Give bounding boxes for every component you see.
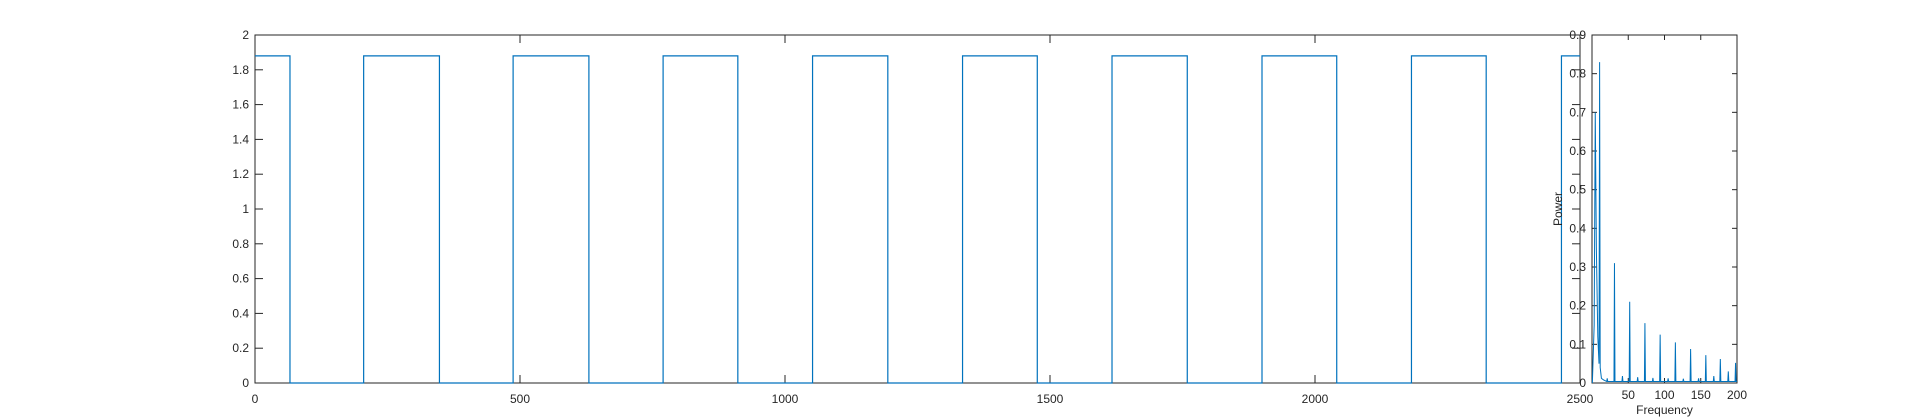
spectrum-x-tick-label: 100 [1654,388,1674,402]
spectrum-y-tick-label: 0.7 [1569,105,1586,119]
time-series-plot: 0 500 1000 1500 2000 2500 0 0.2 0.4 0.6 0.8 1 1.2 1.4… [232,28,1593,406]
x-tick-label: 2500 [1567,392,1594,406]
spectrum-tick-labels: 50 100 150 200 0 0.1 0.2 0.3 0.4 0.5 0.6 0.7 0.8 0.9 [1569,28,1747,402]
y-tick-label: 0.8 [232,237,249,251]
spectrum-x-tick-label: 200 [1727,388,1747,402]
spectrum-axes-box [1591,34,1738,384]
spectrum-plot: 50 100 150 20000.10.20.30.40.50.60.70.80.9 … [1551,28,1747,417]
spectrum-x-tick-label: 50 [1622,388,1636,402]
x-tick-label: 2000 [1302,392,1329,406]
y-tick-label: 0 [242,376,249,390]
x-tick-label: 0 [252,392,259,406]
time-series-line [255,55,1580,384]
y-tick-label: 1.2 [232,167,249,181]
spectrum-line [1591,62,1737,384]
spectrum-y-tick-label: 0.3 [1569,260,1586,274]
spectrum-y-tick-label: 0.5 [1569,183,1586,197]
spectrum-y-tick-label: 0.4 [1569,221,1586,235]
time-series-ticks [254,34,1581,384]
x-tick-label: 1500 [1037,392,1064,406]
spectrum-y-axis-label: Power [1551,192,1565,226]
x-tick-label: 500 [510,392,530,406]
spectrum-x-tick-label: 150 [1691,388,1711,402]
y-tick-label: 0.6 [232,272,249,286]
y-tick-label: 0.2 [232,341,249,355]
spectrum-x-axis-label: Frequency [1636,403,1693,417]
spectrum-y-tick-label: 0.6 [1569,144,1586,158]
y-tick-label: 1 [242,202,249,216]
spectrum-y-tick-label: 0.9 [1569,28,1586,42]
spectrum-y-tick-label: 0.1 [1569,337,1586,351]
y-tick-label: 0.4 [232,306,249,320]
y-tick-label: 1.4 [232,132,249,146]
spectrum-y-tick-label: 0.8 [1569,67,1586,81]
x-tick-label: 1000 [772,392,799,406]
y-tick-label: 2 [242,28,249,42]
time-series-tick-labels: 0 500 1000 1500 2000 2500 0 0.2 0.4 0.6 0.8 1 1.2 1.4… [232,28,1593,406]
spectrum-y-tick-label: 0 [1579,376,1586,390]
spectrum-y-tick-label: 0.2 [1569,299,1586,313]
y-tick-label: 1.8 [232,63,249,77]
y-tick-label: 1.6 [232,98,249,112]
time-series-axes-box [254,34,1581,384]
